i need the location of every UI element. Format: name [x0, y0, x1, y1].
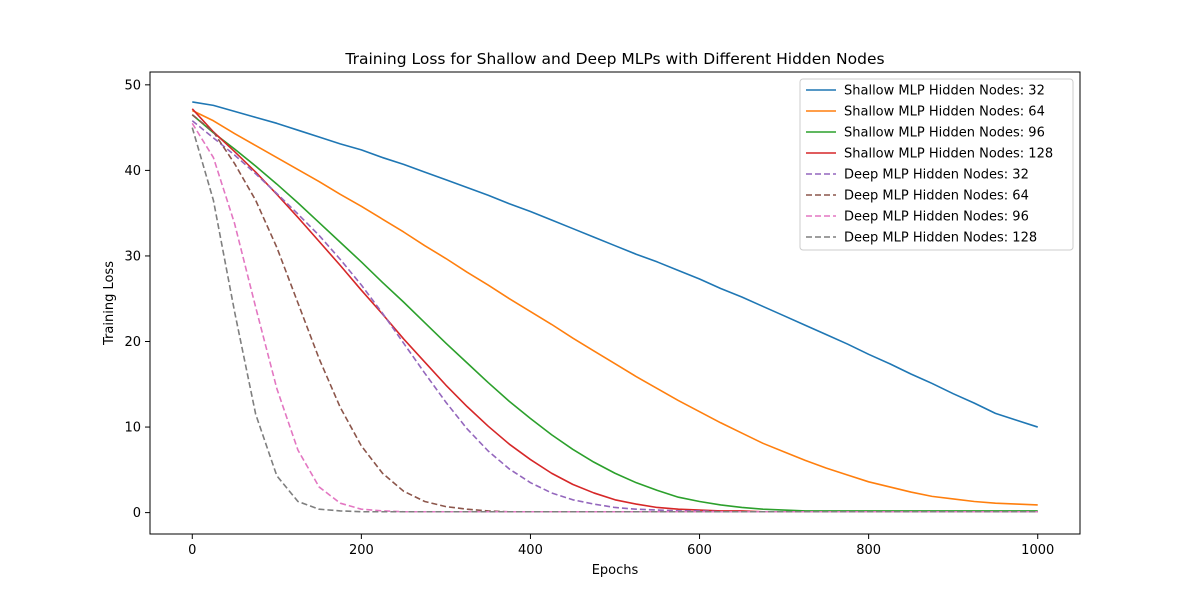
x-tick-label: 200 [349, 543, 374, 558]
x-tick-label: 0 [188, 543, 196, 558]
series-line-2 [191, 109, 1038, 506]
legend-label: Deep MLP Hidden Nodes: 96 [844, 210, 1029, 225]
y-tick-label: 30 [124, 249, 141, 264]
series-line-1 [192, 101, 1038, 428]
legend-box [799, 78, 1074, 251]
legend-label: Deep MLP Hidden Nodes: 64 [844, 189, 1029, 204]
legend-label: Shallow MLP Hidden Nodes: 64 [844, 105, 1045, 120]
x-tick-label: 400 [518, 543, 543, 558]
y-tick-label: 10 [124, 421, 141, 436]
plot-frame [149, 71, 1081, 535]
y-axis: 0 10 20 30 40 50 [124, 78, 150, 521]
legend-label: Shallow MLP Hidden Nodes: 128 [844, 147, 1053, 162]
chart-title: Training Loss for Shallow and Deep MLPs … [344, 50, 884, 68]
y-tick-label: 20 [124, 335, 141, 350]
series-line-3 [191, 114, 1038, 512]
legend-label: Deep MLP Hidden Nodes: 32 [844, 168, 1029, 183]
x-axis: 0 200 400 600 800 1000 [188, 534, 1054, 558]
legend-label: Shallow MLP Hidden Nodes: 96 [844, 126, 1045, 141]
y-axis-label: Training Loss [102, 261, 117, 346]
y-tick-label: 50 [124, 78, 141, 93]
legend: Shallow MLP Hidden Nodes: 32 Shallow MLP … [799, 78, 1074, 251]
legend-items: Shallow MLP Hidden Nodes: 32 Shallow MLP … [806, 84, 1053, 246]
x-tick-label: 600 [687, 543, 712, 558]
x-tick-label: 800 [856, 543, 881, 558]
y-tick-label: 40 [124, 164, 141, 179]
x-tick-label: 1000 [1021, 543, 1054, 558]
y-tick-label: 0 [133, 506, 141, 521]
x-axis-label: Epochs [592, 563, 639, 578]
series-line-8 [191, 127, 1038, 513]
legend-label: Deep MLP Hidden Nodes: 128 [844, 231, 1037, 246]
series-line-7 [191, 122, 1038, 513]
series-layer [191, 101, 1038, 513]
legend-label: Shallow MLP Hidden Nodes: 32 [844, 84, 1045, 99]
